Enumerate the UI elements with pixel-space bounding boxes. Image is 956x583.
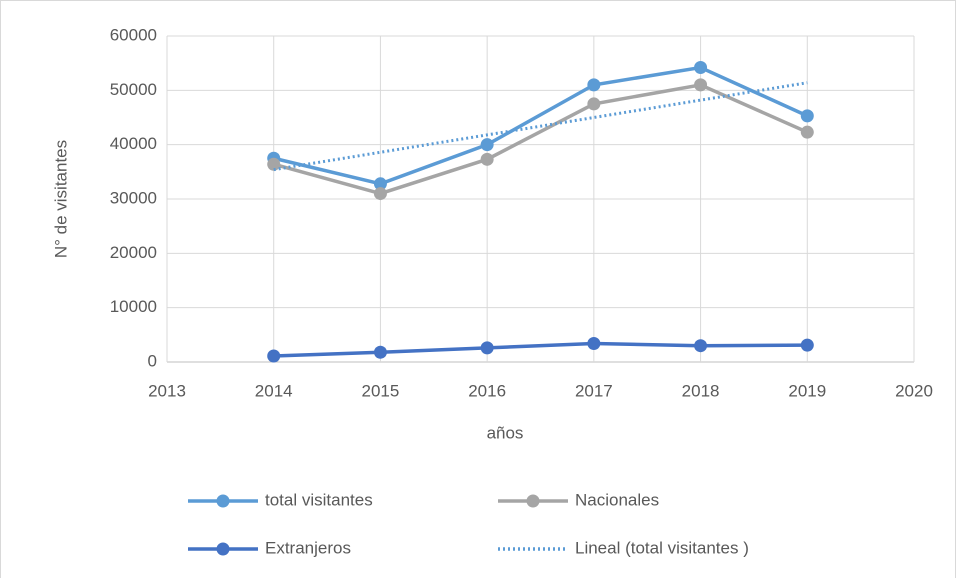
y-tick-label: 40000 [110,134,157,153]
x-tick-label: 2014 [255,381,293,400]
x-tick-label: 2013 [148,381,186,400]
legend-label: Lineal (total visitantes ) [575,538,749,557]
point [800,338,814,352]
legend-marker [216,542,230,556]
point [373,187,387,201]
point [267,349,281,363]
x-tick-label: 2016 [468,381,506,400]
legend-marker [216,494,230,508]
y-tick-label: 30000 [110,188,157,207]
trend-line [273,81,808,172]
x-axis-title: años [487,423,524,442]
legend-label: Extranjeros [265,538,351,557]
y-axis-title: N° de visitantes [51,140,70,258]
point [587,337,601,351]
point [587,78,601,92]
x-tick-label: 2015 [362,381,400,400]
point [694,61,708,75]
y-tick-label: 50000 [110,80,157,99]
point [800,125,814,139]
point [480,138,494,152]
legend-label: Nacionales [575,490,659,509]
point [267,157,281,171]
x-tick-label: 2019 [788,381,826,400]
y-tick-label: 0 [148,351,157,370]
y-tick-label: 60000 [110,25,157,44]
series-line [273,341,808,358]
legend-marker [526,494,540,508]
series-line [273,83,808,196]
point [694,339,708,353]
y-tick-label: 20000 [110,243,157,262]
point [800,109,814,123]
point [480,152,494,166]
point [694,78,708,92]
x-tick-label: 2017 [575,381,613,400]
y-tick-label: 10000 [110,297,157,316]
x-tick-label: 2020 [895,381,933,400]
x-tick-label: 2018 [682,381,720,400]
point [373,177,387,191]
point [480,341,494,355]
series-line [273,65,809,186]
legend-label: total visitantes [265,490,373,509]
point [373,345,387,359]
point [587,97,601,111]
